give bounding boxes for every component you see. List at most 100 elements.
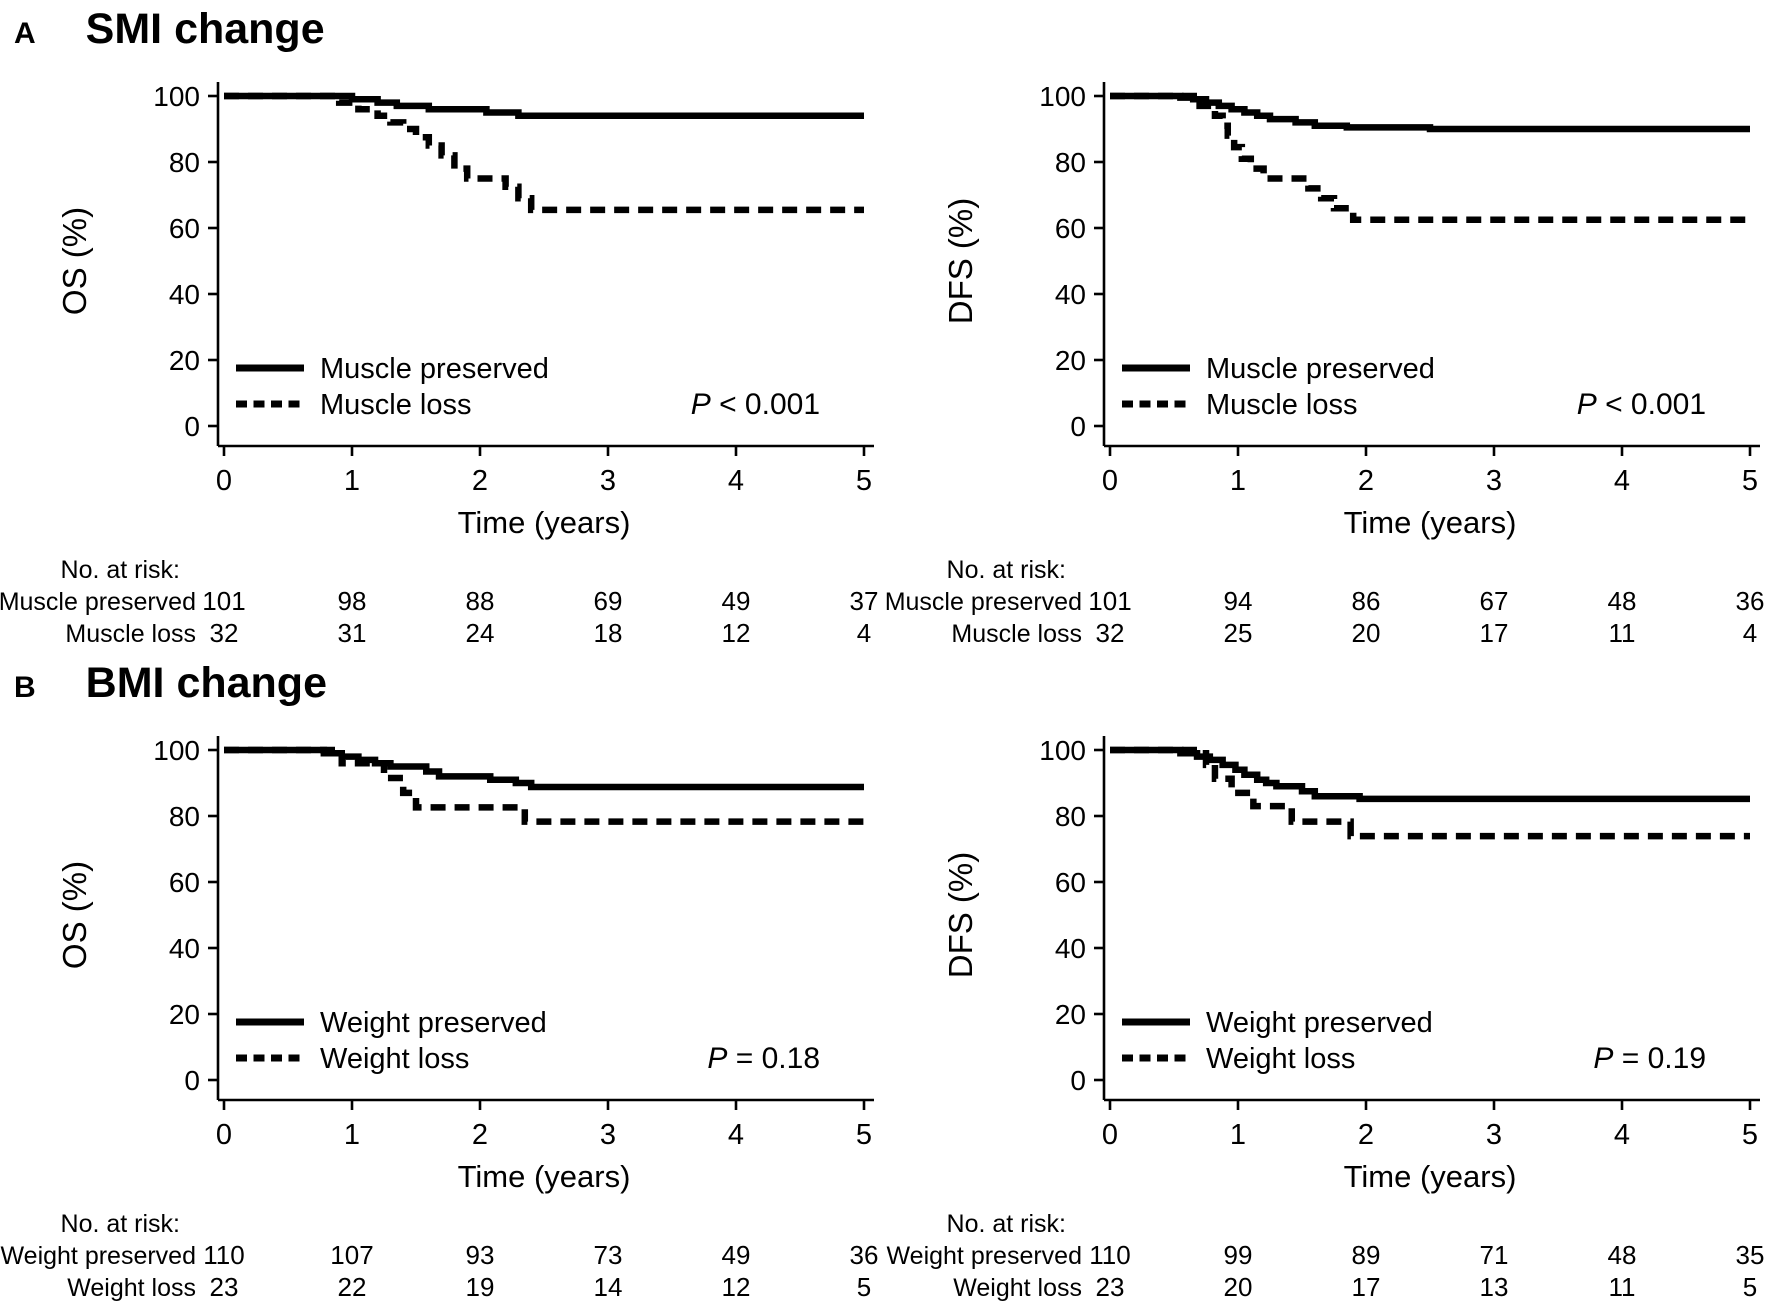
x-tick-label: 3 xyxy=(1486,465,1502,497)
risk-count: 20 xyxy=(1352,618,1381,648)
x-tick-label: 4 xyxy=(728,465,744,497)
risk-count: 48 xyxy=(1608,586,1637,616)
y-tick-label: 20 xyxy=(1055,999,1086,1030)
risk-count: 93 xyxy=(466,1240,495,1270)
panel-a-title: SMI change xyxy=(85,5,325,53)
risk-count: 22 xyxy=(338,1272,367,1302)
risk-row-label: Muscle preserved xyxy=(0,588,196,616)
x-tick-label: 3 xyxy=(600,465,616,497)
risk-count: 24 xyxy=(466,618,495,648)
risk-count: 98 xyxy=(338,586,367,616)
x-tick-label: 0 xyxy=(1102,1119,1118,1151)
x-tick-label: 0 xyxy=(216,1119,232,1151)
risk-count: 5 xyxy=(1743,1272,1757,1302)
x-tick-label: 4 xyxy=(1614,1119,1630,1151)
risk-count: 110 xyxy=(203,1240,244,1270)
risk-count: 5 xyxy=(857,1272,871,1302)
risk-count: 73 xyxy=(594,1240,623,1270)
y-tick-label: 80 xyxy=(1055,801,1086,832)
x-axis-title: Time (years) xyxy=(458,505,631,540)
y-tick-label: 20 xyxy=(169,999,200,1030)
risk-count: 101 xyxy=(1088,586,1131,616)
y-tick-label: 40 xyxy=(1055,279,1086,310)
series-line-dashed xyxy=(1110,746,1750,840)
x-axis-title: Time (years) xyxy=(1344,505,1517,540)
risk-count: 48 xyxy=(1608,1240,1637,1270)
risk-row-label: Muscle loss xyxy=(65,620,196,648)
x-tick-label: 2 xyxy=(1358,465,1374,497)
risk-row-label: Weight loss xyxy=(67,1274,196,1302)
y-tick-label: 100 xyxy=(153,81,200,112)
risk-count: 32 xyxy=(210,618,239,648)
y-tick-label: 100 xyxy=(1039,735,1086,766)
risk-count: 12 xyxy=(722,618,751,648)
legend-label: Muscle loss xyxy=(1206,389,1358,421)
series-line-solid xyxy=(1110,92,1750,133)
risk-count: 101 xyxy=(202,586,245,616)
p-value-label: P = 0.18 xyxy=(707,1042,820,1075)
series-line-dashed xyxy=(224,92,864,214)
risk-table-header: No. at risk: xyxy=(61,556,180,584)
y-tick-label: 80 xyxy=(169,801,200,832)
panel-b-title: BMI change xyxy=(85,659,327,707)
series-line-dashed xyxy=(1110,92,1750,223)
risk-count: 49 xyxy=(722,1240,751,1270)
panel-a-letter: A xyxy=(14,17,36,50)
risk-count: 35 xyxy=(1736,1240,1765,1270)
y-axis-title: OS (%) xyxy=(56,861,93,969)
x-tick-label: 5 xyxy=(1742,465,1758,497)
x-tick-label: 1 xyxy=(1230,1119,1246,1151)
y-tick-label: 0 xyxy=(1070,411,1086,442)
x-tick-label: 2 xyxy=(472,1119,488,1151)
legend-label: Muscle preserved xyxy=(1206,353,1435,385)
risk-count: 23 xyxy=(210,1272,239,1302)
legend-label: Muscle preserved xyxy=(320,353,549,385)
y-axis-title: DFS (%) xyxy=(942,198,979,325)
risk-count: 86 xyxy=(1352,586,1381,616)
y-tick-label: 100 xyxy=(153,735,200,766)
y-tick-label: 60 xyxy=(1055,213,1086,244)
y-tick-label: 80 xyxy=(1055,147,1086,178)
risk-count: 25 xyxy=(1224,618,1253,648)
risk-count: 36 xyxy=(850,1240,879,1270)
km-chart-a-os: 0 20 40 60 80 100 0 1 2 3 4 5 Time (years) OS (%) Musc… xyxy=(0,54,886,654)
risk-count: 32 xyxy=(1096,618,1125,648)
risk-row-label: Weight preserved xyxy=(887,1242,1082,1270)
risk-count: 37 xyxy=(850,586,879,616)
km-chart-b-os: 0 20 40 60 80 100 0 1 2 3 4 5 Time (years) OS (%) Weig… xyxy=(0,708,886,1308)
y-tick-label: 100 xyxy=(1039,81,1086,112)
x-tick-label: 2 xyxy=(472,465,488,497)
x-tick-label: 2 xyxy=(1358,1119,1374,1151)
y-tick-label: 60 xyxy=(169,213,200,244)
risk-table-header: No. at risk: xyxy=(947,1210,1066,1238)
y-tick-label: 80 xyxy=(169,147,200,178)
risk-count: 69 xyxy=(594,586,623,616)
legend-label: Weight loss xyxy=(1206,1043,1355,1075)
legend-label: Weight preserved xyxy=(1206,1007,1433,1039)
p-value-label: P = 0.19 xyxy=(1593,1042,1706,1075)
risk-count: 88 xyxy=(466,586,495,616)
panel-b: B BMI change 0 20 40 60 80 100 0 1 2 3 4 5 Time (yea… xyxy=(0,654,1772,1308)
x-tick-label: 1 xyxy=(1230,465,1246,497)
panel-b-header: B BMI change xyxy=(0,654,1772,708)
km-chart-a-dfs: 0 20 40 60 80 100 0 1 2 3 4 5 Time (years) DFS (%) Mus… xyxy=(885,54,1772,654)
risk-count: 89 xyxy=(1352,1240,1381,1270)
x-axis-title: Time (years) xyxy=(458,1159,631,1194)
y-tick-label: 60 xyxy=(169,867,200,898)
x-tick-label: 1 xyxy=(344,1119,360,1151)
risk-count: 31 xyxy=(338,618,367,648)
x-tick-label: 0 xyxy=(216,465,232,497)
risk-table-header: No. at risk: xyxy=(61,1210,180,1238)
legend-label: Muscle loss xyxy=(320,389,472,421)
y-tick-label: 60 xyxy=(1055,867,1086,898)
risk-count: 11 xyxy=(1609,1272,1636,1302)
risk-count: 36 xyxy=(1736,586,1765,616)
risk-count: 14 xyxy=(594,1272,623,1302)
x-tick-label: 5 xyxy=(1742,1119,1758,1151)
x-tick-label: 0 xyxy=(1102,465,1118,497)
x-tick-label: 3 xyxy=(600,1119,616,1151)
